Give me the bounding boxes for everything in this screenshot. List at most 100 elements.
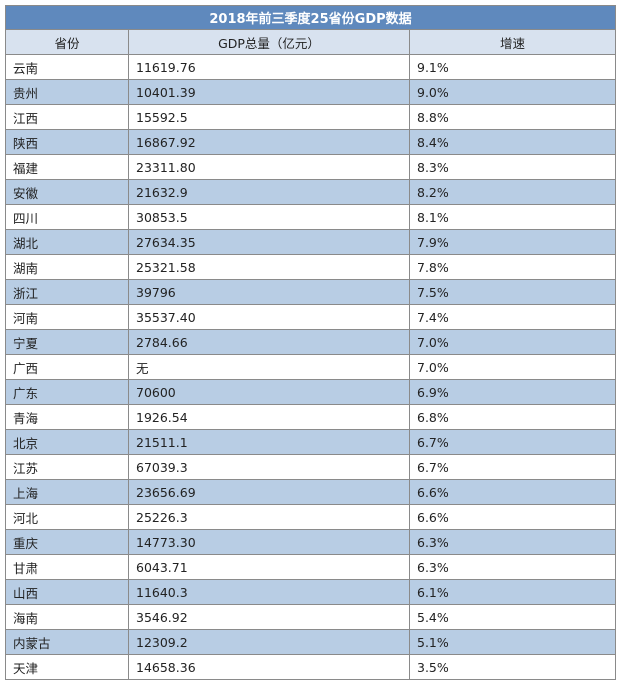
cell-gdp-total: 70600 [128, 379, 410, 405]
table-row: 河北 25226.3 6.6% [5, 504, 617, 530]
cell-province: 内蒙古 [5, 629, 129, 655]
table-row: 山西 11640.3 6.1% [5, 579, 617, 605]
cell-province: 四川 [5, 204, 129, 230]
cell-gdp-total: 16867.92 [128, 129, 410, 155]
cell-gdp-total: 30853.5 [128, 204, 410, 230]
table-row: 广东 70600 6.9% [5, 379, 617, 405]
header-gdp-total: GDP总量（亿元） [128, 29, 410, 55]
cell-growth-rate: 6.3% [408, 554, 617, 580]
cell-province: 贵州 [5, 79, 129, 105]
cell-province: 浙江 [5, 279, 129, 305]
table-row: 河南 35537.40 7.4% [5, 304, 617, 330]
cell-gdp-total: 27634.35 [128, 229, 410, 255]
cell-province: 陕西 [5, 129, 129, 155]
cell-growth-rate: 6.1% [408, 579, 617, 605]
table-row: 海南 3546.92 5.4% [5, 604, 617, 630]
cell-growth-rate: 6.3% [408, 529, 617, 555]
cell-province: 云南 [5, 54, 129, 80]
cell-growth-rate: 8.8% [408, 104, 617, 130]
cell-gdp-total: 1926.54 [128, 404, 410, 430]
cell-province: 甘肃 [5, 554, 129, 580]
cell-gdp-total: 2784.66 [128, 329, 410, 355]
cell-gdp-total: 23656.69 [128, 479, 410, 505]
cell-gdp-total: 67039.3 [128, 454, 410, 480]
table-row: 四川 30853.5 8.1% [5, 204, 617, 230]
cell-province: 宁夏 [5, 329, 129, 355]
cell-gdp-total: 11640.3 [128, 579, 410, 605]
table-row: 安徽 21632.9 8.2% [5, 179, 617, 205]
cell-growth-rate: 7.0% [408, 329, 617, 355]
cell-gdp-total: 无 [128, 354, 410, 380]
cell-gdp-total: 21632.9 [128, 179, 410, 205]
table-row: 福建 23311.80 8.3% [5, 154, 617, 180]
cell-province: 天津 [5, 654, 129, 680]
cell-growth-rate: 6.6% [408, 479, 617, 505]
cell-gdp-total: 3546.92 [128, 604, 410, 630]
table-row: 江西 15592.5 8.8% [5, 104, 617, 130]
cell-province: 湖南 [5, 254, 129, 280]
cell-growth-rate: 5.4% [408, 604, 617, 630]
cell-province: 青海 [5, 404, 129, 430]
cell-gdp-total: 10401.39 [128, 79, 410, 105]
table-body: 云南 11619.76 9.1% 贵州 10401.39 9.0% 江西 15592.5 8.8… [5, 54, 617, 680]
cell-gdp-total: 39796 [128, 279, 410, 305]
cell-province: 广东 [5, 379, 129, 405]
cell-gdp-total: 23311.80 [128, 154, 410, 180]
table-row: 江苏 67039.3 6.7% [5, 454, 617, 480]
cell-growth-rate: 3.5% [408, 654, 617, 680]
cell-growth-rate: 7.4% [408, 304, 617, 330]
cell-gdp-total: 15592.5 [128, 104, 410, 130]
table-title: 2018年前三季度25省份GDP数据 [4, 5, 617, 30]
gdp-table-container: 2018年前三季度25省份GDP数据 省份 GDP总量（亿元） 增速 云南 116… [4, 5, 617, 680]
cell-province: 广西 [5, 354, 129, 380]
cell-province: 河北 [5, 504, 129, 530]
table-row: 上海 23656.69 6.6% [5, 479, 617, 505]
cell-province: 海南 [5, 604, 129, 630]
cell-growth-rate: 6.7% [408, 429, 617, 455]
cell-gdp-total: 35537.40 [128, 304, 410, 330]
cell-province: 上海 [5, 479, 129, 505]
cell-province: 湖北 [5, 229, 129, 255]
cell-gdp-total: 21511.1 [128, 429, 410, 455]
table-row: 浙江 39796 7.5% [5, 279, 617, 305]
cell-growth-rate: 8.2% [408, 179, 617, 205]
gdp-table: 2018年前三季度25省份GDP数据 省份 GDP总量（亿元） 增速 云南 116… [4, 5, 617, 680]
cell-growth-rate: 6.8% [408, 404, 617, 430]
cell-province: 福建 [5, 154, 129, 180]
cell-gdp-total: 25321.58 [128, 254, 410, 280]
cell-growth-rate: 8.4% [408, 129, 617, 155]
cell-growth-rate: 8.1% [408, 204, 617, 230]
header-growth-rate: 增速 [408, 29, 617, 55]
cell-gdp-total: 11619.76 [128, 54, 410, 80]
cell-growth-rate: 9.0% [408, 79, 617, 105]
cell-growth-rate: 5.1% [408, 629, 617, 655]
table-row: 宁夏 2784.66 7.0% [5, 329, 617, 355]
table-row: 湖南 25321.58 7.8% [5, 254, 617, 280]
table-row: 重庆 14773.30 6.3% [5, 529, 617, 555]
cell-growth-rate: 9.1% [408, 54, 617, 80]
cell-province: 江西 [5, 104, 129, 130]
table-row: 内蒙古 12309.2 5.1% [5, 629, 617, 655]
cell-gdp-total: 12309.2 [128, 629, 410, 655]
table-row: 陕西 16867.92 8.4% [5, 129, 617, 155]
cell-gdp-total: 6043.71 [128, 554, 410, 580]
table-row: 湖北 27634.35 7.9% [5, 229, 617, 255]
cell-growth-rate: 6.7% [408, 454, 617, 480]
table-row: 云南 11619.76 9.1% [5, 54, 617, 80]
cell-growth-rate: 7.0% [408, 354, 617, 380]
table-row: 北京 21511.1 6.7% [5, 429, 617, 455]
cell-province: 安徽 [5, 179, 129, 205]
cell-growth-rate: 7.8% [408, 254, 617, 280]
table-header-row: 省份 GDP总量（亿元） 增速 [5, 29, 617, 55]
table-row: 甘肃 6043.71 6.3% [5, 554, 617, 580]
cell-growth-rate: 7.9% [408, 229, 617, 255]
cell-growth-rate: 8.3% [408, 154, 617, 180]
table-row: 广西无 7.0% [5, 354, 617, 380]
cell-growth-rate: 6.9% [408, 379, 617, 405]
cell-province: 河南 [5, 304, 129, 330]
header-province: 省份 [5, 29, 129, 55]
table-row: 青海 1926.54 6.8% [5, 404, 617, 430]
cell-province: 重庆 [5, 529, 129, 555]
cell-province: 山西 [5, 579, 129, 605]
table-row: 贵州 10401.39 9.0% [5, 79, 617, 105]
